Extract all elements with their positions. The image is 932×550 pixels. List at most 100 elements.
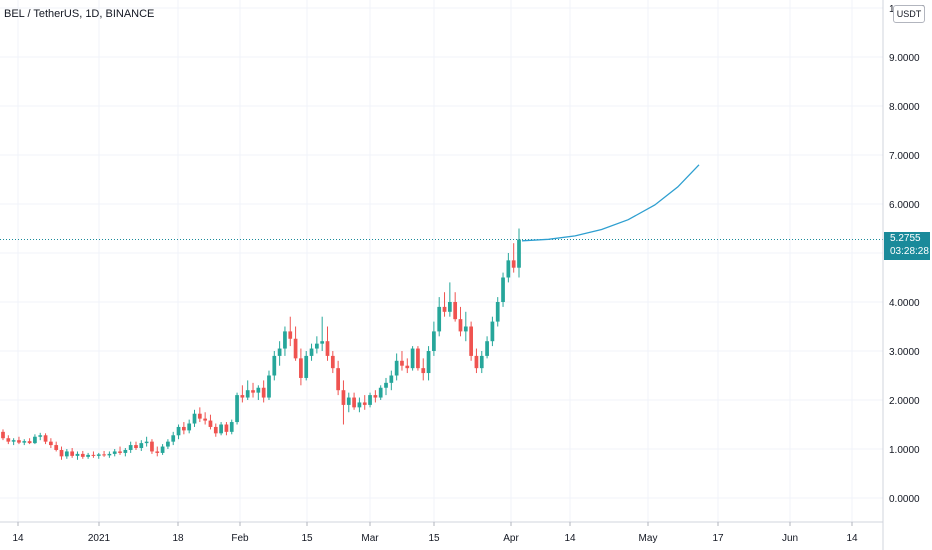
candle-body [112, 451, 117, 454]
candle-body [330, 355, 335, 369]
candle-body [144, 441, 149, 444]
price-tick-label: 8.0000 [889, 102, 920, 113]
candle-body [357, 402, 362, 408]
candle-body [421, 368, 426, 374]
current-price-label: 5.2755 03:28:28 [884, 232, 930, 260]
time-tick-label: May [639, 533, 658, 544]
candle-body [208, 420, 213, 427]
candle-body [43, 435, 48, 442]
candle-body [11, 440, 16, 442]
candle-body [495, 302, 500, 322]
price-tick-label: 3.0000 [889, 347, 920, 358]
candle-body [437, 306, 442, 332]
candle-body [80, 453, 85, 457]
time-tick-label: 14 [564, 533, 576, 544]
candle-body [336, 368, 340, 391]
price-tick-label: 7.0000 [889, 151, 920, 162]
candle-body [49, 441, 53, 446]
time-tick-label: Apr [503, 533, 519, 544]
candle-body [277, 348, 282, 356]
candle-body [368, 395, 372, 405]
candle-body [256, 387, 261, 393]
candle-body [128, 445, 133, 450]
candle-body [463, 326, 468, 332]
candle-body [261, 387, 266, 398]
candle-body [378, 387, 383, 398]
candle-body [176, 426, 181, 436]
candle-body [346, 397, 351, 405]
candle-body [213, 426, 218, 434]
candle-body [102, 454, 106, 456]
price-tick-label: 6.0000 [889, 200, 920, 211]
candle-body [432, 331, 436, 351]
candle-body [75, 453, 80, 456]
candle-body [314, 343, 319, 349]
candle-body [309, 348, 314, 356]
time-tick-label: 14 [846, 533, 858, 544]
time-tick-label: Feb [231, 533, 249, 544]
candle-body [511, 260, 516, 268]
candle-body [219, 424, 223, 434]
candle-body [187, 423, 192, 431]
candle-body [474, 355, 479, 369]
symbol-title: BEL / TetherUS, 1D, BINANCE [4, 8, 155, 20]
candle-body [70, 451, 75, 456]
time-tick-label: 2021 [88, 533, 111, 544]
candle-body [458, 319, 463, 332]
candle-body [150, 441, 154, 452]
candle-body [320, 341, 325, 344]
time-tick-label: 17 [712, 533, 724, 544]
candle-body [299, 358, 303, 378]
candle-body [197, 413, 202, 419]
candle-body [272, 355, 277, 376]
candle-body [6, 438, 11, 442]
candle-body [38, 435, 43, 437]
time-tick-label: 18 [172, 533, 184, 544]
candle-body [22, 441, 27, 443]
candle-body [389, 375, 394, 383]
candle-body [304, 355, 309, 378]
candle-body [479, 355, 484, 369]
candle-body [134, 445, 138, 449]
candle-body [341, 390, 346, 405]
candle-body [27, 441, 32, 444]
candle-body [182, 426, 186, 431]
candle-body [54, 445, 59, 450]
candle-body [171, 435, 176, 442]
projection-curve [521, 164, 700, 242]
candle-body [139, 443, 144, 449]
candle-body [373, 395, 378, 398]
candle-body [235, 395, 239, 423]
candle-body [59, 449, 64, 457]
candle-body [517, 239, 521, 268]
candle-body [123, 449, 128, 453]
candle-body [394, 360, 399, 376]
price-value: 5.2755 [890, 233, 921, 244]
candle-body [229, 422, 234, 432]
price-tick-label: 1.0000 [889, 445, 920, 456]
candle-body [506, 260, 511, 278]
countdown-timer: 03:28:28 [890, 246, 929, 257]
candle-body [1, 431, 5, 439]
price-tick-label: 4.0000 [889, 298, 920, 309]
candle-body [240, 395, 245, 398]
price-tick-label: 9.0000 [889, 53, 920, 64]
candle-body [384, 382, 388, 388]
candle-body [469, 326, 473, 356]
currency-button[interactable]: USDT [893, 5, 925, 23]
price-tick-label: 2.0000 [889, 396, 920, 407]
time-axis[interactable]: 14 2021 18 Feb 15 Mar 15 Apr 14 May 17 Jun 14 [12, 522, 858, 544]
candle-body [325, 341, 330, 356]
candle-body [283, 331, 287, 349]
candle-body [400, 360, 404, 366]
candle-body [501, 277, 505, 302]
candle-body [96, 454, 101, 456]
candle-body [166, 441, 170, 447]
candle-body [293, 338, 298, 359]
candle-body [64, 451, 69, 457]
time-tick-label: 15 [428, 533, 440, 544]
candle-body [362, 402, 367, 405]
candle-body [91, 454, 96, 456]
candle-body [33, 436, 37, 444]
